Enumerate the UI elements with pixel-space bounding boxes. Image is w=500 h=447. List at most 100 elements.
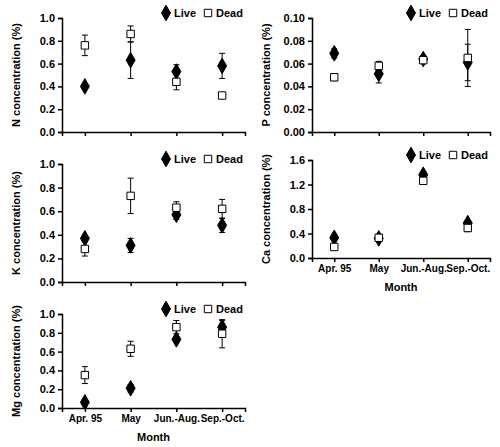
axis-line bbox=[58, 19, 63, 133]
tick-mark bbox=[334, 258, 336, 262]
tick bbox=[334, 132, 335, 136]
point bbox=[331, 74, 338, 81]
tick-mark bbox=[468, 132, 470, 136]
error-bar bbox=[465, 29, 471, 86]
tick: 0.6 bbox=[40, 346, 62, 358]
point bbox=[419, 51, 428, 67]
tick: Apr. 95 bbox=[318, 258, 352, 274]
legend-label: Live bbox=[174, 7, 196, 19]
point bbox=[127, 345, 134, 352]
tick: 1.2 bbox=[290, 179, 312, 191]
point bbox=[218, 218, 227, 234]
point bbox=[172, 332, 181, 348]
error-bar bbox=[465, 224, 471, 231]
series bbox=[80, 42, 226, 94]
plot-area bbox=[330, 29, 472, 86]
tick: 0.08 bbox=[284, 35, 312, 47]
tick-mark bbox=[308, 258, 312, 260]
legend-symbol bbox=[449, 151, 456, 158]
tick bbox=[468, 132, 469, 136]
tick-mark bbox=[58, 370, 62, 372]
error-bar-cap bbox=[82, 383, 88, 384]
point bbox=[218, 330, 225, 337]
tick-mark bbox=[58, 211, 62, 213]
error-bar bbox=[219, 199, 225, 218]
error-bar bbox=[173, 74, 179, 90]
axis-title: K concentration (%) bbox=[10, 171, 22, 275]
axis-line bbox=[313, 259, 491, 263]
error-bar-cap bbox=[465, 29, 471, 30]
error-bar-cap bbox=[219, 199, 225, 200]
point bbox=[127, 30, 134, 37]
series bbox=[80, 207, 226, 253]
tick-label: Apr. 95 bbox=[318, 263, 352, 274]
tick: May bbox=[121, 408, 141, 424]
y-axis: 0.00.40.81.21.6 bbox=[290, 154, 313, 264]
tick: 0.0 bbox=[290, 252, 312, 264]
tick bbox=[379, 132, 380, 136]
tick: 1.6 bbox=[290, 154, 312, 166]
point bbox=[463, 215, 472, 231]
tick-label: Apr. 95 bbox=[69, 413, 103, 424]
legend-label: Live bbox=[419, 149, 441, 161]
tick-mark bbox=[308, 86, 312, 88]
tick: 1.0 bbox=[40, 308, 62, 320]
tick-mark bbox=[58, 86, 62, 88]
tick: 0.0 bbox=[40, 402, 62, 414]
error-bar bbox=[128, 178, 134, 213]
tick-mark bbox=[58, 18, 62, 20]
error-bar bbox=[331, 74, 337, 81]
tick-label: 1.0 bbox=[40, 12, 55, 24]
error-bar-cap bbox=[128, 341, 134, 342]
error-bar-cap bbox=[128, 78, 134, 79]
tick-label: 0.6 bbox=[40, 205, 55, 217]
point bbox=[81, 42, 88, 49]
series bbox=[331, 29, 472, 86]
tick-mark bbox=[85, 408, 87, 412]
error-bar-cap bbox=[465, 86, 471, 87]
y-axis: 0.00.20.40.60.81.0 bbox=[40, 308, 63, 414]
tick-mark bbox=[85, 132, 87, 136]
tick-mark bbox=[130, 282, 132, 286]
legend-symbol bbox=[407, 5, 416, 21]
tick-label: 0.04 bbox=[284, 80, 306, 92]
error-bar-cap bbox=[128, 41, 134, 42]
tick-label: 1.2 bbox=[290, 179, 305, 191]
error-bar-cap bbox=[128, 25, 134, 26]
tick-label: 0.6 bbox=[40, 346, 55, 358]
tick: 0.4 bbox=[290, 228, 312, 240]
error-bar bbox=[128, 26, 134, 42]
tick-mark bbox=[58, 235, 62, 237]
point bbox=[331, 243, 338, 250]
error-bar-cap bbox=[219, 53, 225, 54]
legend-label: Dead bbox=[216, 7, 243, 19]
error-bar-cap bbox=[173, 213, 179, 214]
plot-area bbox=[80, 319, 226, 408]
axis-line bbox=[63, 283, 246, 287]
error-bar-cap bbox=[173, 320, 179, 321]
tick-mark bbox=[379, 132, 381, 136]
tick-mark bbox=[176, 132, 178, 136]
axis-title: Month bbox=[385, 281, 418, 293]
x-axis: Apr. 95MayJun.-Aug.Sep.-Oct. bbox=[63, 408, 246, 424]
series bbox=[330, 44, 472, 83]
tick-label: 0.8 bbox=[40, 327, 55, 339]
point bbox=[80, 79, 89, 95]
tick: 0.4 bbox=[40, 229, 62, 241]
point bbox=[80, 395, 89, 408]
tick-mark bbox=[58, 333, 62, 335]
axis-line bbox=[58, 165, 63, 283]
point bbox=[464, 54, 471, 61]
error-bar bbox=[82, 242, 88, 256]
error-bar-cap bbox=[128, 356, 134, 357]
error-bar-cap bbox=[173, 333, 179, 334]
error-bar-cap bbox=[376, 70, 382, 71]
tick-label: 0.00 bbox=[284, 126, 305, 138]
tick-label: 1.0 bbox=[40, 308, 55, 320]
tick-label: 0.4 bbox=[290, 228, 306, 240]
tick: May bbox=[370, 258, 390, 274]
legend-symbol bbox=[162, 151, 171, 167]
tick: 0.4 bbox=[40, 80, 62, 92]
point bbox=[218, 58, 227, 74]
tick: 0.00 bbox=[284, 126, 312, 138]
